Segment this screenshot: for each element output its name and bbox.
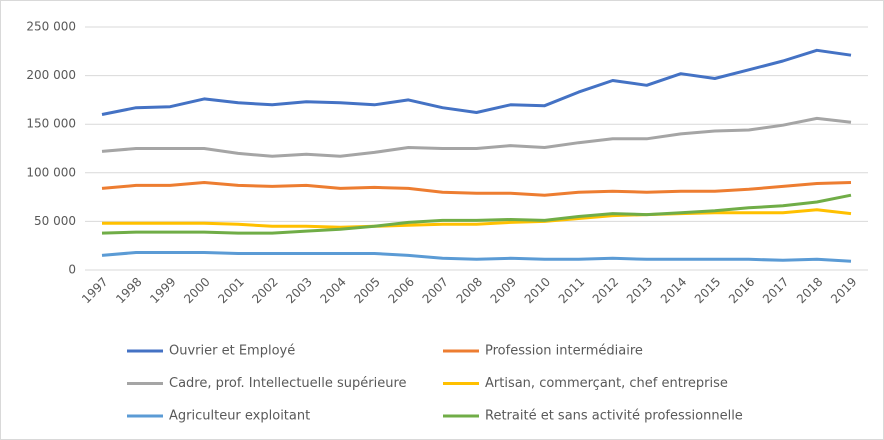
series-line bbox=[101, 193, 852, 235]
series-line bbox=[102, 208, 852, 229]
y-tick-label: 0 bbox=[68, 263, 76, 277]
legend-label: Artisan, commerçant, chef entreprise bbox=[485, 376, 728, 391]
legend-label: Agriculteur exploitant bbox=[169, 409, 310, 424]
y-tick-label: 150 000 bbox=[26, 117, 76, 131]
legend-label: Cadre, prof. Intellectuelle supérieure bbox=[169, 376, 407, 391]
series-line bbox=[101, 48, 852, 116]
series-line bbox=[101, 116, 852, 158]
legend-label: Retraité et sans activité professionnell… bbox=[485, 409, 743, 424]
legend-label: Ouvrier et Employé bbox=[169, 344, 295, 359]
y-tick-label: 100 000 bbox=[26, 165, 76, 179]
legend-label: Profession intermédiaire bbox=[485, 344, 643, 359]
legend: Ouvrier et Employé Profession intermédiai… bbox=[127, 344, 743, 424]
y-tick-label: 200 000 bbox=[26, 68, 76, 82]
y-tick-label: 250 000 bbox=[26, 20, 76, 34]
y-tick-label: 50 000 bbox=[34, 214, 76, 228]
series-line bbox=[101, 251, 852, 263]
series-line bbox=[101, 181, 852, 197]
